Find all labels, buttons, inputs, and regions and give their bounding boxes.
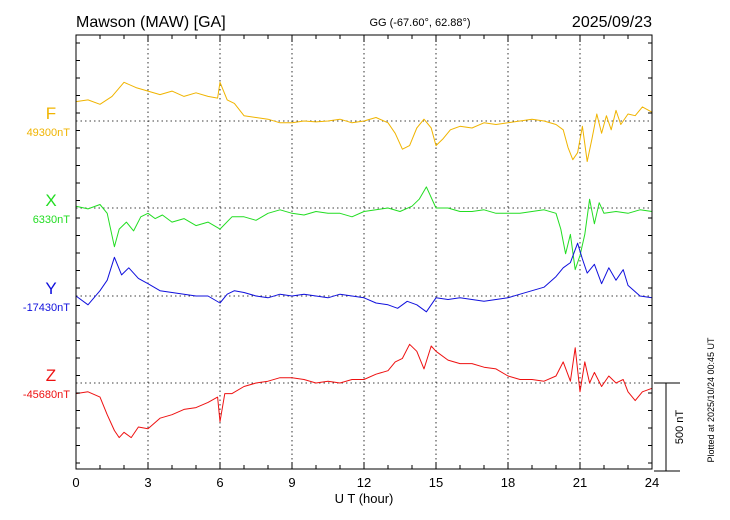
series-name-x: X (45, 191, 56, 210)
series-baseline-x: 6330nT (33, 214, 71, 226)
series-line-f (75, 81, 653, 162)
series-line-z (75, 343, 653, 439)
x-tick-label: 15 (429, 475, 443, 490)
x-tick-label: 18 (501, 475, 515, 490)
series-traces (75, 81, 653, 439)
series-line-y (75, 242, 653, 313)
station-title: Mawson (MAW) [GA] (76, 14, 226, 31)
series-name-f: F (46, 104, 56, 123)
x-tick-label: 12 (357, 475, 371, 490)
x-tick-label: 3 (144, 475, 151, 490)
series-name-y: Y (45, 279, 56, 298)
scale-bar: 500 nT (654, 382, 686, 472)
series-line-x (75, 186, 653, 271)
plotted-note: Plotted at 2025/10/24 00:45 UT (706, 337, 716, 463)
x-tick-label: 0 (72, 475, 79, 490)
scale-bar-label: 500 nT (674, 410, 686, 445)
series-baseline-z: -45680nT (23, 389, 70, 401)
series-baseline-f: 49300nT (27, 127, 71, 139)
series-name-z: Z (46, 366, 56, 385)
x-tick-label: 9 (288, 475, 295, 490)
x-axis-label: U T (hour) (335, 491, 394, 506)
date-label: 2025/09/23 (572, 14, 652, 31)
series-baseline-y: -17430nT (23, 302, 70, 314)
x-tick-label: 21 (573, 475, 587, 490)
x-tick-label: 24 (645, 475, 659, 490)
axis-ticks: 0 3 6 9 12 15 18 21 24 (72, 35, 659, 490)
coordinates-label: GG (-67.60°, 62.88°) (369, 17, 470, 29)
x-tick-label: 6 (216, 475, 223, 490)
series-labels: F 49300nT X 6330nT Y -17430nT Z -45680nT (23, 104, 70, 401)
